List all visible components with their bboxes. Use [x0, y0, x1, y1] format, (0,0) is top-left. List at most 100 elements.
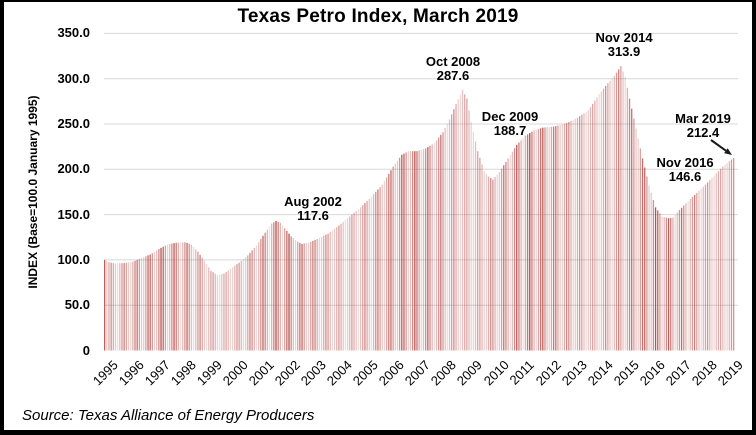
bar — [409, 151, 412, 351]
bar — [284, 228, 286, 351]
bar — [724, 164, 726, 351]
bar — [596, 97, 598, 351]
bar — [453, 109, 455, 351]
bar — [379, 187, 381, 351]
bar — [559, 124, 561, 351]
bar — [459, 94, 462, 351]
bar — [117, 263, 119, 351]
bar — [628, 98, 631, 351]
bar — [412, 151, 414, 351]
bar — [344, 220, 347, 351]
bar — [613, 75, 616, 351]
bar — [427, 147, 429, 351]
bar — [136, 259, 138, 351]
annotation-value: 287.6 — [436, 68, 470, 83]
bar — [672, 217, 674, 351]
bar — [218, 274, 221, 351]
bar — [429, 145, 431, 351]
annotation-arrow — [710, 139, 727, 152]
bar — [713, 175, 715, 351]
bar — [364, 203, 366, 351]
bar — [533, 130, 535, 351]
bar — [709, 180, 711, 351]
bar — [657, 210, 659, 351]
bar — [299, 242, 301, 351]
bar — [700, 188, 702, 351]
bar — [715, 173, 717, 351]
bar — [162, 246, 164, 351]
bar — [396, 160, 399, 351]
bar — [520, 140, 522, 351]
y-tick-label: 50.0 — [64, 297, 90, 313]
bar — [425, 148, 427, 351]
bar — [156, 250, 158, 351]
bar — [598, 94, 600, 351]
bar — [711, 177, 713, 351]
bar — [592, 103, 594, 351]
bar — [609, 80, 611, 351]
bar — [563, 123, 566, 351]
bar — [388, 173, 390, 351]
bar — [234, 265, 236, 351]
bar — [683, 205, 685, 351]
bar — [687, 201, 689, 351]
bar — [145, 256, 147, 351]
bar — [277, 221, 279, 351]
bar — [108, 262, 110, 351]
bar — [201, 257, 203, 351]
bar — [414, 151, 416, 351]
bar — [583, 113, 585, 351]
bar — [607, 83, 609, 351]
bar — [511, 151, 514, 351]
bar — [644, 167, 646, 351]
bar — [481, 164, 483, 351]
annotation-value: 188.7 — [493, 123, 527, 138]
bar — [555, 126, 557, 351]
annotation-date: Aug 2002 — [284, 194, 342, 209]
annotation-nov-2016: Nov 2016 146.6 — [656, 156, 713, 184]
bar — [546, 127, 548, 351]
bar — [197, 251, 199, 351]
bar — [518, 142, 520, 351]
bar — [398, 157, 401, 351]
bar — [294, 239, 297, 351]
bar — [704, 184, 707, 351]
bar — [401, 154, 403, 351]
bar — [383, 181, 386, 351]
bar — [338, 225, 340, 351]
bar — [130, 262, 132, 351]
bar — [362, 205, 364, 351]
y-tick-label: 250.0 — [57, 116, 90, 131]
bar — [600, 91, 602, 351]
bar — [258, 242, 260, 351]
bar — [635, 128, 637, 351]
bar — [487, 176, 490, 351]
bar — [331, 230, 334, 351]
bar — [312, 240, 314, 351]
bar — [663, 217, 665, 351]
bar — [522, 138, 524, 351]
bar — [134, 260, 136, 351]
bar — [290, 236, 292, 351]
bar — [149, 254, 151, 351]
bar — [526, 134, 529, 351]
bar — [733, 158, 735, 351]
bar — [516, 144, 518, 351]
bar — [531, 131, 533, 351]
bar — [268, 226, 271, 351]
bar — [544, 127, 546, 351]
bar — [271, 223, 273, 351]
bar — [171, 243, 173, 351]
bar — [305, 243, 308, 351]
bar — [691, 196, 694, 351]
bar — [557, 125, 559, 351]
bar — [435, 140, 438, 351]
bar — [327, 233, 329, 351]
plot-svg — [104, 32, 738, 351]
bar — [223, 273, 225, 351]
bar — [160, 247, 162, 351]
bar — [542, 127, 544, 351]
annotation-mar-2019: Mar 2019 212.4 — [675, 112, 731, 140]
bar — [210, 270, 212, 351]
bar — [247, 255, 249, 351]
